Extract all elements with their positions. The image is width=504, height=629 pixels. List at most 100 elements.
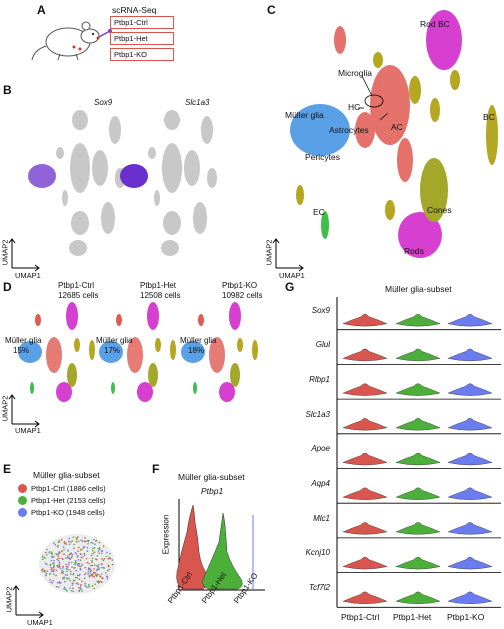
scatter-point (106, 578, 109, 580)
scatter-point (88, 562, 90, 565)
scatter-point (109, 557, 112, 560)
scatter-point (85, 557, 88, 560)
scatter-point (68, 543, 71, 546)
scatter-point (68, 553, 71, 556)
scatter-point (90, 573, 93, 576)
cluster-rods: Rods (404, 246, 424, 256)
scatter-point (100, 573, 103, 576)
scatter-point (91, 557, 94, 560)
d-ko-pct: 18% (188, 346, 205, 355)
scatter-point (72, 573, 75, 576)
scatter-point (93, 576, 96, 578)
scatter-point (65, 577, 68, 579)
scatter-point (71, 553, 74, 556)
cluster-rod-bc: Rod BC (420, 19, 450, 29)
scatter-point (98, 567, 100, 569)
scatter-point (95, 558, 97, 560)
scatter-point (81, 590, 83, 592)
scatter-point (62, 567, 64, 569)
scatter-point (80, 539, 83, 542)
scatter-point (63, 548, 65, 551)
e-title: Müller glia-subset (33, 470, 100, 480)
scatter-point (53, 564, 55, 567)
scatter-point (78, 546, 80, 549)
legend-dot-ctrl (18, 484, 27, 493)
scatter-point (55, 569, 58, 572)
scatter-point (74, 563, 76, 566)
scatter-point (94, 543, 96, 546)
scatter-point (63, 586, 66, 589)
scatter-point (101, 558, 103, 560)
scatter-point (81, 540, 84, 542)
scatter-point (89, 572, 92, 574)
g-violin (342, 487, 388, 500)
scatter-point (64, 573, 67, 576)
scatter-point (107, 565, 110, 568)
scatter-point (44, 557, 46, 559)
scatter-point (79, 587, 82, 589)
scatter-point (104, 572, 107, 574)
g-violin (447, 383, 493, 396)
scatter-point (63, 576, 66, 579)
scatter-point (69, 558, 72, 561)
scatter-point (53, 560, 55, 562)
scatter-point (67, 557, 70, 559)
scatter-point (58, 540, 61, 542)
d-ko-name: Ptbp1-KO (222, 281, 258, 290)
g-violin (447, 348, 493, 362)
g-gene-mlc1: Mlc1 (313, 514, 330, 523)
scatter-point (86, 540, 88, 542)
g-violin (342, 556, 388, 570)
scatter-point (60, 581, 62, 584)
panel-label-a: A (37, 3, 46, 17)
scatter-point (78, 578, 81, 580)
scatter-point (75, 569, 78, 572)
gene-sox9: Sox9 (94, 98, 113, 107)
scatter-point (83, 573, 86, 576)
scatter-point (52, 566, 55, 569)
scatter-point (71, 566, 73, 568)
g-violin (342, 348, 388, 362)
scatter-point (88, 574, 91, 577)
scatter-point (91, 564, 94, 567)
gene-slc1a3: Slc1a3 (185, 98, 210, 107)
scatter-point (74, 552, 77, 554)
g-gene-glul: Glul (315, 340, 330, 349)
scatter-point (49, 563, 52, 566)
scatter-point (103, 557, 106, 560)
scatter-point (44, 574, 47, 577)
scatter-point (78, 586, 80, 589)
scatter-point (59, 582, 61, 585)
scatter-point (75, 540, 78, 543)
scatter-point (57, 555, 60, 557)
scatter-point (62, 565, 64, 568)
f-ylabel: Expression (161, 514, 171, 555)
scatter-point (64, 557, 67, 559)
scatter-point (64, 588, 67, 590)
scatter-point (84, 540, 87, 543)
scatter-point (51, 556, 54, 559)
panel-label-b: B (3, 83, 12, 97)
legend-dot-ko (18, 508, 27, 517)
scatter-point (96, 555, 99, 557)
g-violin (447, 314, 493, 327)
f-gene: Ptbp1 (201, 486, 224, 496)
scatter-point (61, 569, 63, 572)
scatter-point (41, 568, 44, 570)
scrnaseq-title: scRNA-Seq (112, 5, 157, 15)
scatter-point (97, 574, 99, 576)
scatter-point (102, 577, 104, 580)
panel-label-f: F (152, 462, 160, 476)
scatter-point (45, 572, 48, 575)
scatter-point (80, 553, 82, 556)
g-xlabel-ko: Ptbp1-KO (447, 612, 485, 622)
scatter-point (92, 572, 95, 574)
scatter-point (62, 572, 65, 574)
scatter-point (78, 562, 81, 565)
d-ctrl-pct: 15% (13, 346, 30, 355)
scatter-point (76, 574, 79, 577)
scatter-point (51, 570, 53, 573)
scatter-point (65, 563, 67, 566)
scatter-point (74, 562, 77, 564)
scatter-point (64, 580, 66, 583)
